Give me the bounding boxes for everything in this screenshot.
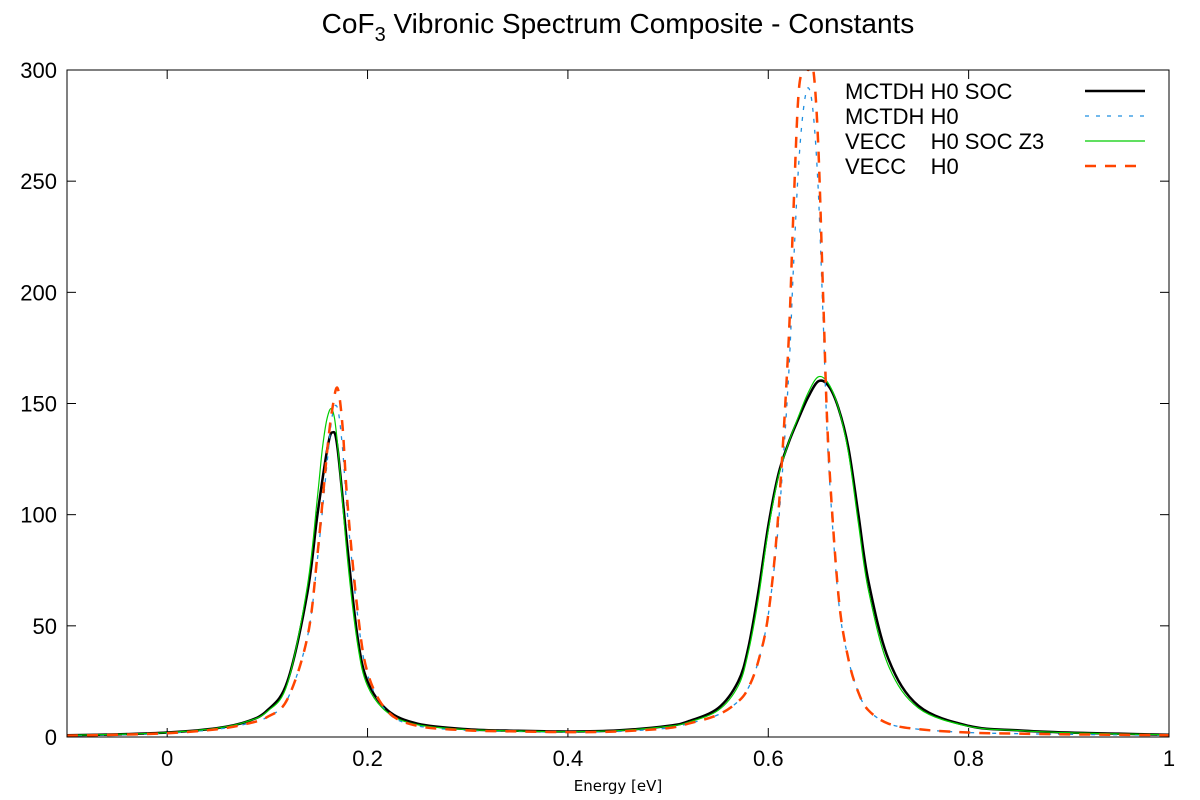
x-tick-label: 0.2 [352, 746, 383, 771]
x-axis-label: Energy [eV] [574, 777, 662, 795]
y-tick-label: 0 [45, 725, 57, 750]
series-line-3 [67, 70, 1169, 737]
x-tick-label: 0.4 [553, 746, 584, 771]
legend-label-1: MCTDH H0 [845, 104, 959, 129]
legend-label-0: MCTDH H0 SOC [845, 79, 1013, 104]
series-line-0 [67, 379, 1169, 737]
x-tick-label: 1 [1163, 746, 1175, 771]
y-tick-label: 200 [20, 280, 57, 305]
legend-label-2: VECC H0 SOC Z3 [845, 129, 1044, 154]
y-tick-label: 250 [20, 169, 57, 194]
y-tick-label: 300 [20, 58, 57, 83]
plot-area: 0 0.2 0.4 0.6 0.8 1 0 50 100 150 200 250 300 MCTDH H0… [20, 58, 1175, 771]
series-line-2 [67, 375, 1169, 736]
legend-label-3: VECC H0 [845, 154, 959, 179]
plot-frame [66, 69, 1170, 738]
y-tick-label: 100 [20, 503, 57, 528]
x-tick-label: 0.6 [753, 746, 784, 771]
x-tick-label: 0.8 [953, 746, 984, 771]
series-line-1 [67, 87, 1169, 737]
y-tick-label: 50 [33, 614, 57, 639]
y-tick-label: 150 [20, 392, 57, 417]
x-tick-label: 0 [161, 746, 173, 771]
chart-title: CoF3 Vibronic Spectrum Composite - Const… [322, 8, 915, 46]
